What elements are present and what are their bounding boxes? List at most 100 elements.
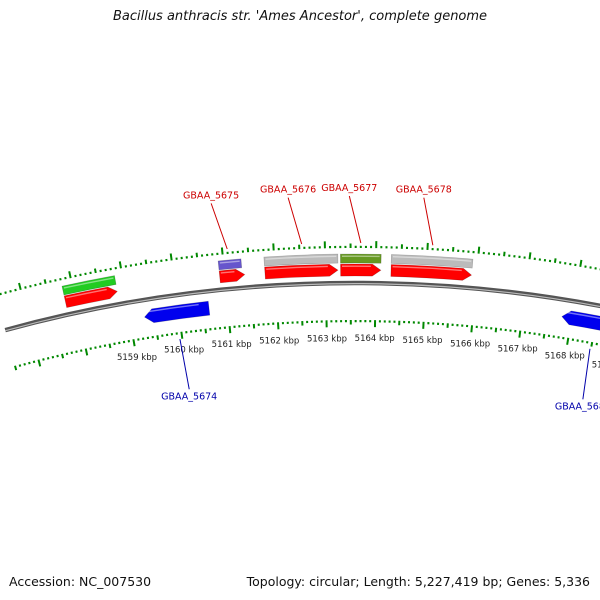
outer-ruler-tick <box>24 286 27 289</box>
genome-summary: Topology: circular; Length: 5,227,419 bp… <box>246 574 590 589</box>
feature-track <box>61 253 600 336</box>
genome-backbone <box>4 280 600 333</box>
plus-cds-4-shine <box>392 266 462 272</box>
outer-ruler-tick <box>118 261 122 269</box>
inner-ruler-tick <box>566 337 570 345</box>
inner-ruler-tick <box>61 353 65 359</box>
inner-ruler-tick <box>42 358 45 361</box>
minus-gene-0-shine <box>145 303 199 313</box>
outer-ruler-tick <box>0 292 2 296</box>
map-title: Bacillus anthracis str. 'Ames Ancestor',… <box>112 9 488 24</box>
tick-labels: 5159 kbp 5160 kbp 5161 kbp 5162 kbp 5163 kbp… <box>117 334 600 370</box>
inner-ruler-tick <box>108 343 112 349</box>
backbone-highlight <box>5 283 600 332</box>
minus-gene-1-shine <box>564 311 600 320</box>
tick-label-5169: 5169 kbp <box>592 360 600 370</box>
inner-ruler-tick <box>180 331 184 339</box>
tick-label-5161: 5161 kbp <box>212 340 252 350</box>
gene-label-gbaa_5675[interactable]: GBAA_5675 <box>183 190 239 201</box>
tick-label-5168: 5168 kbp <box>545 352 585 362</box>
plus-label-leader-3 <box>423 197 434 246</box>
plus-gene-2-shine <box>265 255 337 260</box>
gene-label-gbaa_5674[interactable]: GBAA_5674 <box>161 391 217 402</box>
inner-ruler-tick <box>518 330 522 338</box>
inner-ruler-tick <box>132 339 136 347</box>
plus-label-leader-1 <box>287 197 303 245</box>
plus-cds-0[interactable] <box>63 286 118 308</box>
tick-label-5160: 5160 kbp <box>164 346 204 356</box>
plus-gene-1[interactable] <box>217 258 243 271</box>
outer-ruler-tick <box>169 253 173 261</box>
outer-ruler-tick <box>43 279 47 284</box>
inner-ruler-tick <box>542 333 546 339</box>
gene-label-gbaa_5681[interactable]: GBAA_5681 <box>555 401 600 412</box>
plus-gene-0[interactable] <box>61 275 117 296</box>
outer-ruler-tick <box>4 291 7 294</box>
plus-gene-1-shine <box>219 260 240 264</box>
outer-ruler-tick <box>220 247 224 255</box>
outer-ruler-tick <box>528 252 532 260</box>
tick-label-5165: 5165 kbp <box>402 336 442 346</box>
plus-gene-4-shine <box>392 256 472 262</box>
inner-ruler-tick <box>56 354 59 358</box>
outer-ruler-tick <box>93 268 97 274</box>
plus-cds-2[interactable] <box>264 263 339 280</box>
plus-cds-4[interactable] <box>390 264 473 281</box>
inner-ruler-tick <box>14 365 18 371</box>
tick-label-5163: 5163 kbp <box>307 334 347 344</box>
outer-ruler-tick <box>579 259 583 267</box>
plus-gene-0-shine <box>63 277 114 289</box>
accession-label: Accession: NC_007530 <box>9 574 152 589</box>
outer-ruler-tick <box>29 284 32 288</box>
plus-gene-2[interactable] <box>263 253 339 267</box>
gene-label-gbaa_5677[interactable]: GBAA_5677 <box>321 183 377 194</box>
plus-label-leader-0 <box>210 203 228 250</box>
minus-gene-0[interactable] <box>144 300 211 323</box>
inner-ruler-tick <box>28 361 31 365</box>
minus-label-leader-1 <box>582 348 591 400</box>
inner-ruler-tick <box>228 326 232 334</box>
plus-label-leader-2 <box>348 195 362 244</box>
gene-label-gbaa_5676[interactable]: GBAA_5676 <box>260 185 316 196</box>
inner-ruler-tick <box>32 360 36 364</box>
outer-ruler-tick <box>9 289 12 293</box>
inner-ruler <box>14 319 598 371</box>
tick-label-5166: 5166 kbp <box>450 339 490 349</box>
minus-gene-1[interactable] <box>561 310 600 336</box>
inner-ruler-tick <box>23 363 26 366</box>
outer-ruler-tick <box>34 283 37 287</box>
outer-ruler-tick <box>14 288 17 292</box>
plus-gene-4[interactable] <box>390 254 474 269</box>
plus-cds-1[interactable] <box>218 269 246 284</box>
inner-ruler-tick <box>470 325 474 333</box>
outer-ruler-tick <box>68 271 72 279</box>
gene-labels: GBAA_5675 GBAA_5676 GBAA_5677 GBAA_5678 GBAA… <box>161 183 600 412</box>
inner-ruler-tick <box>204 328 207 334</box>
plus-cds-0-shine <box>65 288 107 299</box>
outer-ruler-tick <box>477 246 481 254</box>
inner-ruler-tick <box>84 348 89 356</box>
plus-cds-3[interactable] <box>340 263 382 277</box>
outer-ruler-tick <box>553 258 557 263</box>
tick-label-5162: 5162 kbp <box>259 336 299 346</box>
tick-label-5159: 5159 kbp <box>117 353 157 363</box>
outer-ruler-tick <box>39 282 42 286</box>
outer-ruler-tick <box>195 252 199 258</box>
inner-ruler-tick <box>18 364 22 367</box>
outer-ruler <box>0 241 600 296</box>
minus-label-leader-0 <box>179 338 190 390</box>
plus-cds-2-shine <box>266 265 328 270</box>
outer-ruler-tick <box>18 282 22 291</box>
inner-ruler-tick <box>156 335 160 340</box>
inner-ruler-tick <box>51 355 55 359</box>
inner-ruler-tick <box>46 356 50 360</box>
tick-label-5167: 5167 kbp <box>498 345 538 355</box>
inner-ruler-tick <box>590 341 594 347</box>
gene-label-gbaa_5678[interactable]: GBAA_5678 <box>396 185 452 196</box>
plus-cds-1-shine <box>220 270 235 274</box>
outer-ruler-tick <box>144 259 148 265</box>
inner-ruler-tick <box>37 359 42 367</box>
tick-label-5164: 5164 kbp <box>355 334 395 344</box>
plus-gene-3[interactable] <box>340 253 382 264</box>
